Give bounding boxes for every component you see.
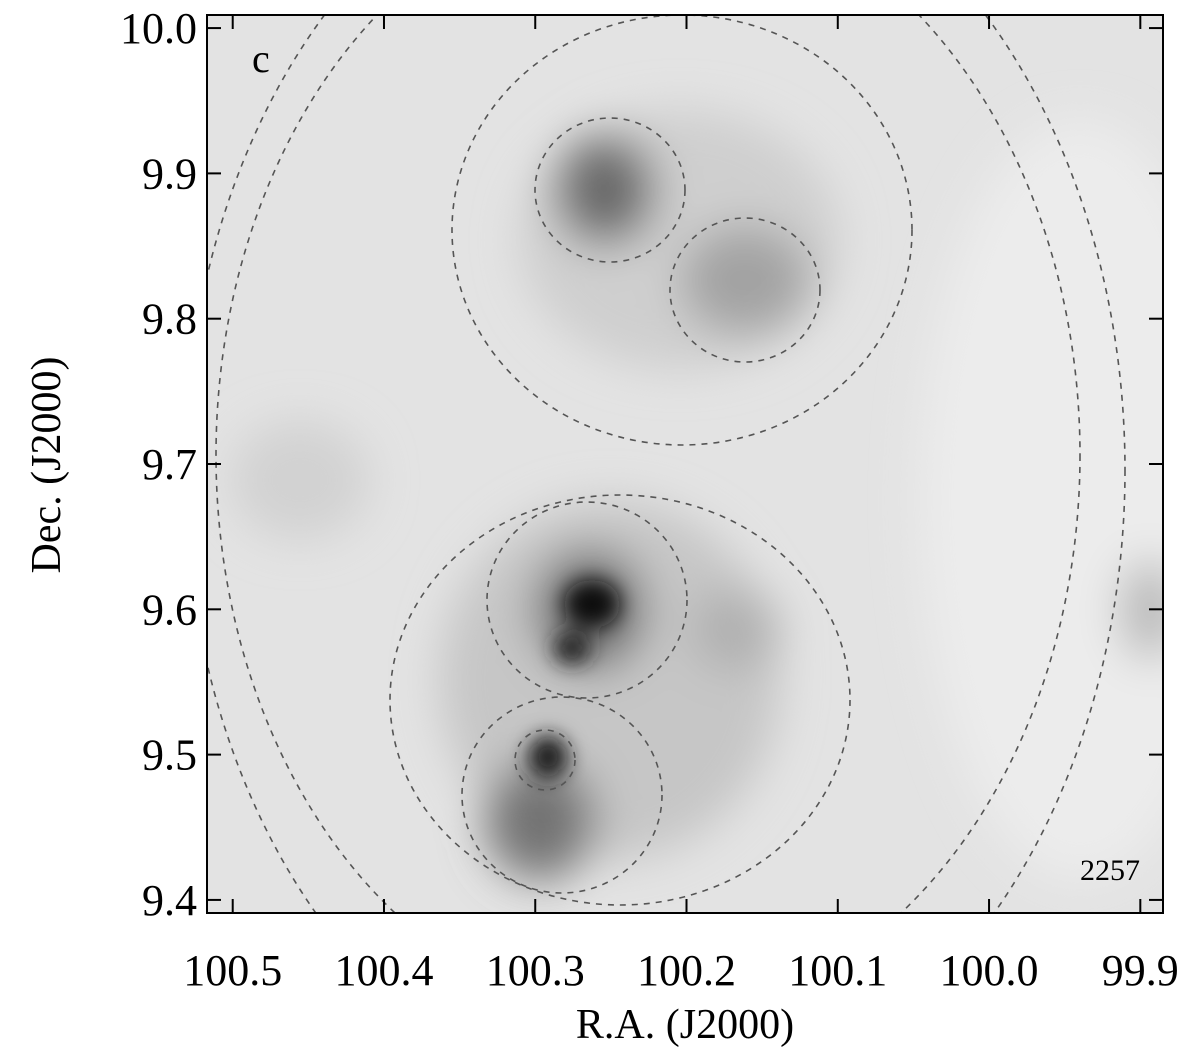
region-outlines	[207, 15, 1126, 913]
y-tick-label: 10.0	[120, 4, 197, 53]
y-axis-label: Dec. (J2000)	[24, 357, 70, 574]
x-axis-label: R.A. (J2000)	[576, 1002, 794, 1048]
annotation: 2257	[1080, 854, 1140, 887]
x-tick-label: 100.2	[637, 946, 736, 995]
x-tick-label: 100.3	[486, 946, 585, 995]
x-tick-label: 99.9	[1102, 946, 1179, 995]
x-tick-label: 100.4	[334, 946, 433, 995]
panel-label: c	[252, 36, 270, 81]
y-tick-label: 9.7	[142, 440, 197, 489]
x-tick-label: 100.5	[183, 946, 282, 995]
y-tick-label: 9.5	[142, 731, 197, 780]
y-tick-label: 9.4	[142, 876, 197, 925]
x-tick-label: 100.0	[940, 946, 1039, 995]
y-tick-label: 9.8	[142, 295, 197, 344]
x-tick-label: 100.1	[788, 946, 887, 995]
sky-image	[207, 15, 1163, 913]
y-tick-label: 9.9	[142, 149, 197, 198]
y-tick-label: 9.6	[142, 585, 197, 634]
